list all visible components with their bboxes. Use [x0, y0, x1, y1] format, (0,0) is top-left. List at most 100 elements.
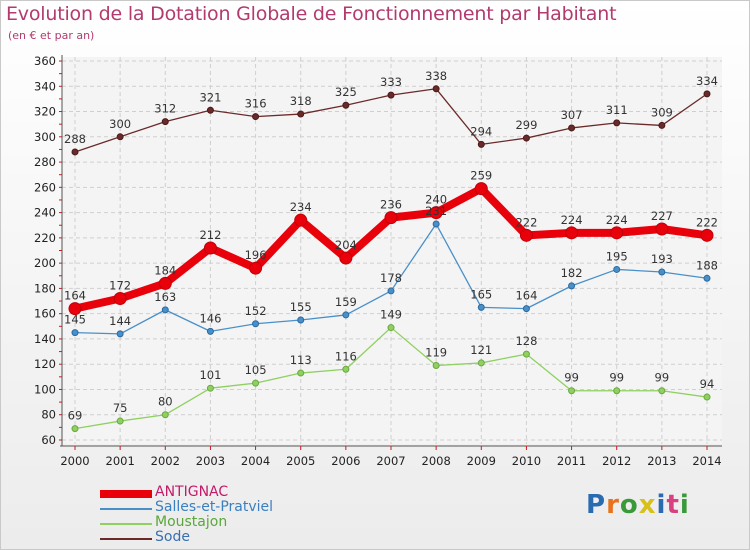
data-label: 195 [606, 249, 628, 263]
data-point [474, 182, 488, 196]
data-label: 159 [335, 295, 357, 309]
x-tick-label: 2000 [60, 454, 89, 468]
x-tick-label: 2002 [151, 454, 180, 468]
data-point [610, 226, 624, 240]
data-label: 69 [68, 409, 83, 423]
data-point [206, 106, 214, 114]
data-point [655, 222, 669, 236]
data-label: 113 [290, 353, 312, 367]
data-point [342, 101, 350, 109]
data-point [252, 379, 260, 387]
legend-swatch [100, 538, 152, 540]
data-label: 204 [335, 238, 357, 252]
data-point [113, 292, 127, 306]
data-point [432, 220, 440, 228]
data-label: 184 [154, 263, 176, 277]
data-label: 188 [696, 258, 718, 272]
data-label: 196 [245, 248, 267, 262]
data-label: 224 [561, 213, 583, 227]
data-point [565, 226, 579, 240]
data-label: 222 [696, 215, 718, 229]
data-label: 94 [700, 377, 715, 391]
data-label: 299 [515, 118, 537, 132]
data-label: 240 [425, 193, 447, 207]
data-label: 178 [380, 271, 402, 285]
data-point [203, 241, 217, 255]
data-point [252, 320, 260, 328]
data-point [158, 276, 172, 290]
data-point [700, 228, 714, 242]
data-point [206, 384, 214, 392]
y-tick-label: 140 [34, 332, 56, 346]
data-point [613, 265, 621, 273]
x-tick-label: 2004 [241, 454, 270, 468]
legend-label: Salles-et-Pratviel [155, 499, 274, 515]
x-tick-label: 2014 [692, 454, 721, 468]
data-label: 99 [564, 371, 579, 385]
data-point [249, 261, 263, 275]
data-point [477, 359, 485, 367]
legend-label: Sode [155, 529, 190, 545]
data-label: 146 [199, 311, 221, 325]
data-point [252, 113, 260, 121]
data-label: 145 [64, 313, 86, 327]
chart-title: Evolution de la Dotation Globale de Fonc… [6, 3, 617, 25]
x-tick-label: 2012 [602, 454, 631, 468]
data-label: 227 [651, 209, 673, 223]
y-tick-label: 200 [34, 256, 56, 270]
data-point [568, 387, 576, 395]
y-tick-label: 260 [34, 180, 56, 194]
y-tick-label: 120 [34, 357, 56, 371]
data-label: 288 [64, 132, 86, 146]
legend-swatch [100, 523, 152, 525]
data-point [71, 329, 79, 337]
data-point [387, 91, 395, 99]
data-point [658, 387, 666, 395]
data-point [387, 287, 395, 295]
data-label: 99 [655, 371, 670, 385]
data-label: 164 [515, 289, 537, 303]
data-label: 312 [154, 102, 176, 116]
data-label: 300 [109, 117, 131, 131]
data-label: 325 [335, 85, 357, 99]
legend-label: ANTIGNAC [155, 484, 229, 500]
data-point [703, 90, 711, 98]
legend-swatch [100, 490, 152, 498]
data-label: 105 [245, 363, 267, 377]
data-label: 222 [515, 215, 537, 229]
data-point [432, 361, 440, 369]
data-label: 231 [425, 204, 447, 218]
data-point [116, 417, 124, 425]
y-tick-label: 300 [34, 130, 56, 144]
data-point [432, 85, 440, 93]
x-tick-label: 2011 [557, 454, 586, 468]
data-label: 119 [425, 345, 447, 359]
y-tick-label: 340 [34, 79, 56, 93]
data-label: 101 [199, 368, 221, 382]
data-label: 182 [561, 266, 583, 280]
data-label: 165 [470, 287, 492, 301]
data-label: 144 [109, 314, 131, 328]
data-point [71, 425, 79, 433]
data-label: 311 [606, 103, 628, 117]
x-tick-label: 2005 [286, 454, 315, 468]
data-point [613, 119, 621, 127]
data-point [703, 274, 711, 282]
data-label: 99 [609, 371, 624, 385]
data-label: 164 [64, 289, 86, 303]
x-tick-label: 2009 [467, 454, 496, 468]
data-label: 309 [651, 105, 673, 119]
data-point [658, 121, 666, 129]
x-tick-label: 2007 [376, 454, 405, 468]
data-point [116, 133, 124, 141]
data-point [522, 305, 530, 313]
data-point [71, 148, 79, 156]
data-label: 155 [290, 300, 312, 314]
data-label: 236 [380, 198, 402, 212]
chart-subtitle: (en € et par an) [8, 29, 95, 42]
data-label: 128 [515, 334, 537, 348]
data-point [294, 213, 308, 227]
data-point [342, 311, 350, 319]
x-tick-label: 2001 [106, 454, 135, 468]
